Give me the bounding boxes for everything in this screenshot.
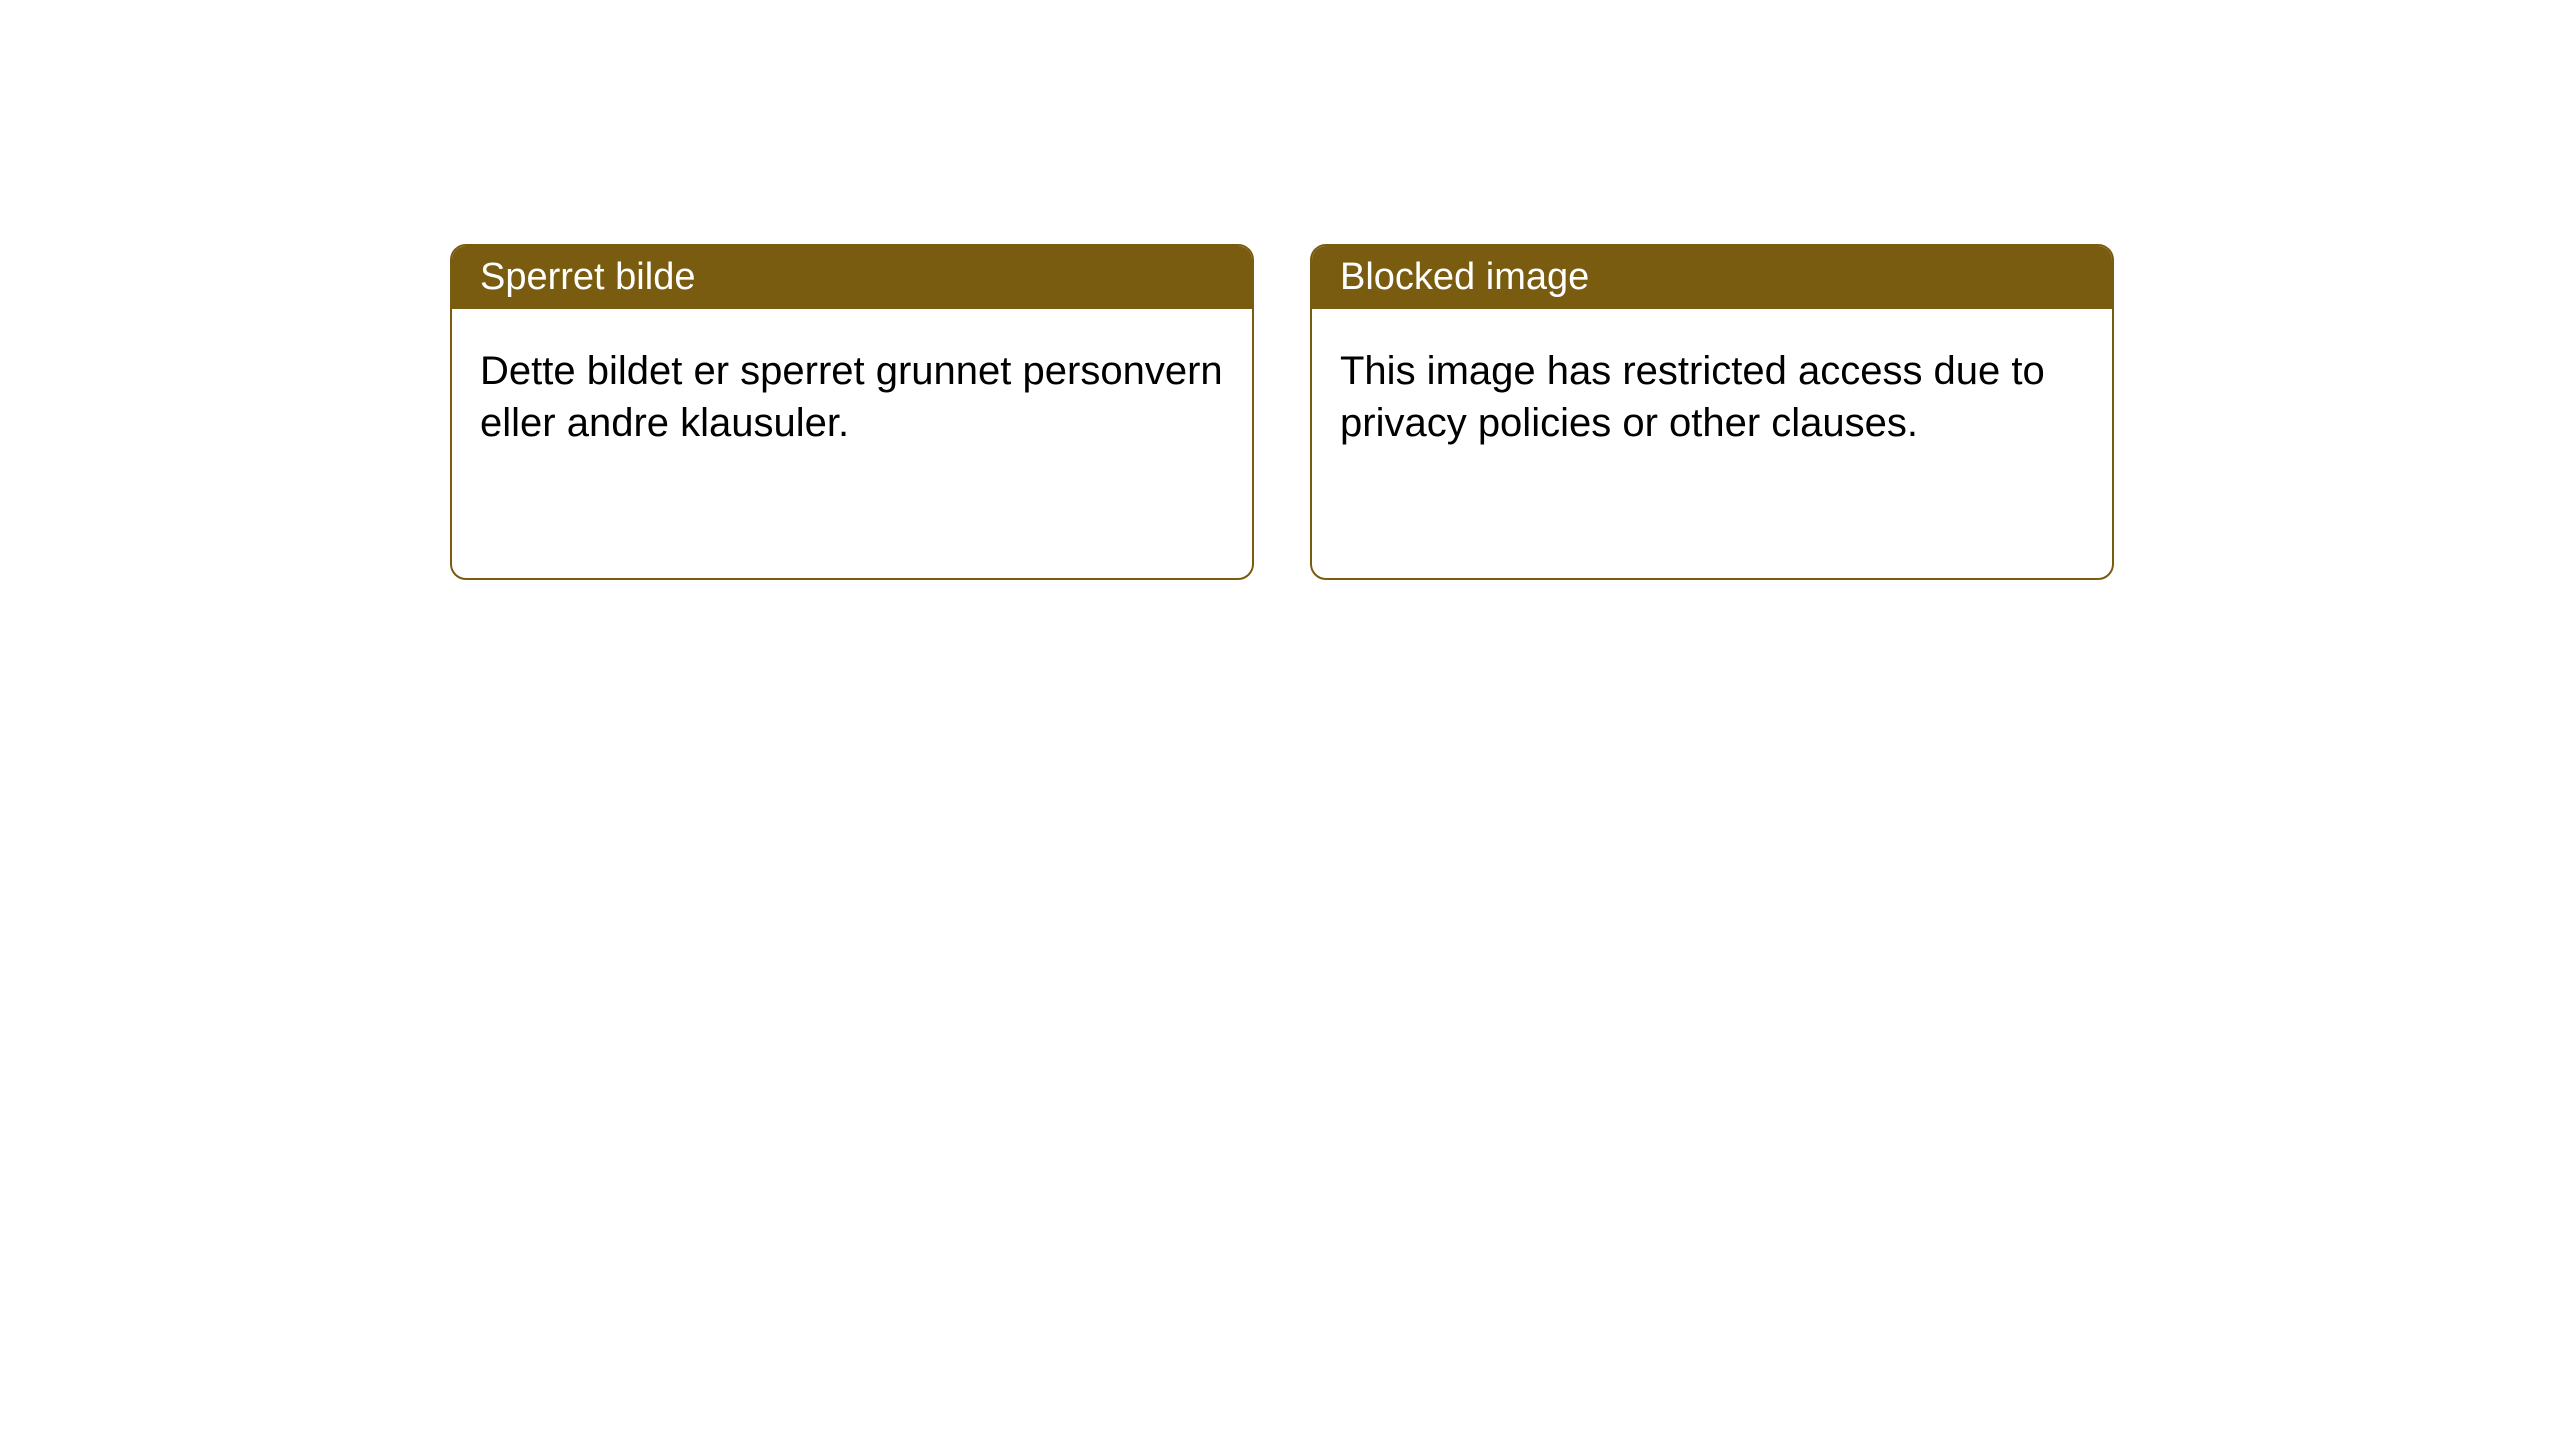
notice-card-norwegian: Sperret bilde Dette bildet er sperret gr… <box>450 244 1254 580</box>
notice-body-norwegian: Dette bildet er sperret grunnet personve… <box>452 309 1252 485</box>
notice-header-english: Blocked image <box>1312 246 2112 309</box>
notice-header-norwegian: Sperret bilde <box>452 246 1252 309</box>
notice-container: Sperret bilde Dette bildet er sperret gr… <box>450 244 2114 580</box>
notice-body-english: This image has restricted access due to … <box>1312 309 2112 485</box>
notice-card-english: Blocked image This image has restricted … <box>1310 244 2114 580</box>
